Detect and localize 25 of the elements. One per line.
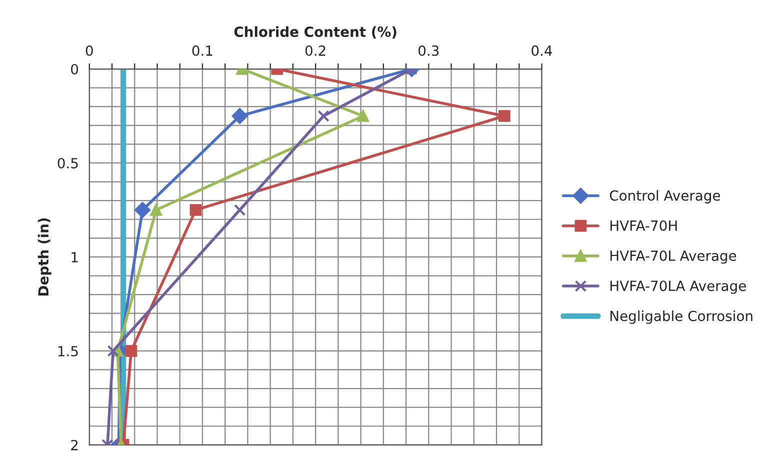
x-axis-title: Chloride Content (%) xyxy=(234,26,396,39)
legend-label: HVFA-70H xyxy=(610,220,677,231)
point xyxy=(150,204,162,216)
point xyxy=(234,204,246,216)
point xyxy=(357,110,369,122)
x-tick-label: 0.3 xyxy=(418,45,439,56)
point xyxy=(318,110,330,122)
y-tick-label: 0 xyxy=(71,64,78,74)
point xyxy=(498,110,510,122)
y-tick-label: 0.5 xyxy=(58,158,78,168)
x-tick-label: 0 xyxy=(86,45,93,56)
x-tick-label: 0.1 xyxy=(192,45,212,56)
x-tick-label: 0.2 xyxy=(305,45,326,56)
y-axis-title: Depth (in) xyxy=(38,218,52,296)
point xyxy=(134,202,150,218)
legend-label: Negligable Corrosion xyxy=(610,310,752,324)
y-tick-label: 2 xyxy=(71,440,78,450)
y-tick-label: 1 xyxy=(72,252,78,262)
x-tick-label: 0.4 xyxy=(532,45,552,56)
point xyxy=(232,108,248,124)
point xyxy=(190,204,202,216)
legend-label: Control Average xyxy=(610,190,720,204)
legend-label: HVFA-70L Average xyxy=(610,250,736,264)
y-tick-label: 1.5 xyxy=(58,346,78,356)
legend-label: HVFA-70LA Average xyxy=(610,280,746,294)
